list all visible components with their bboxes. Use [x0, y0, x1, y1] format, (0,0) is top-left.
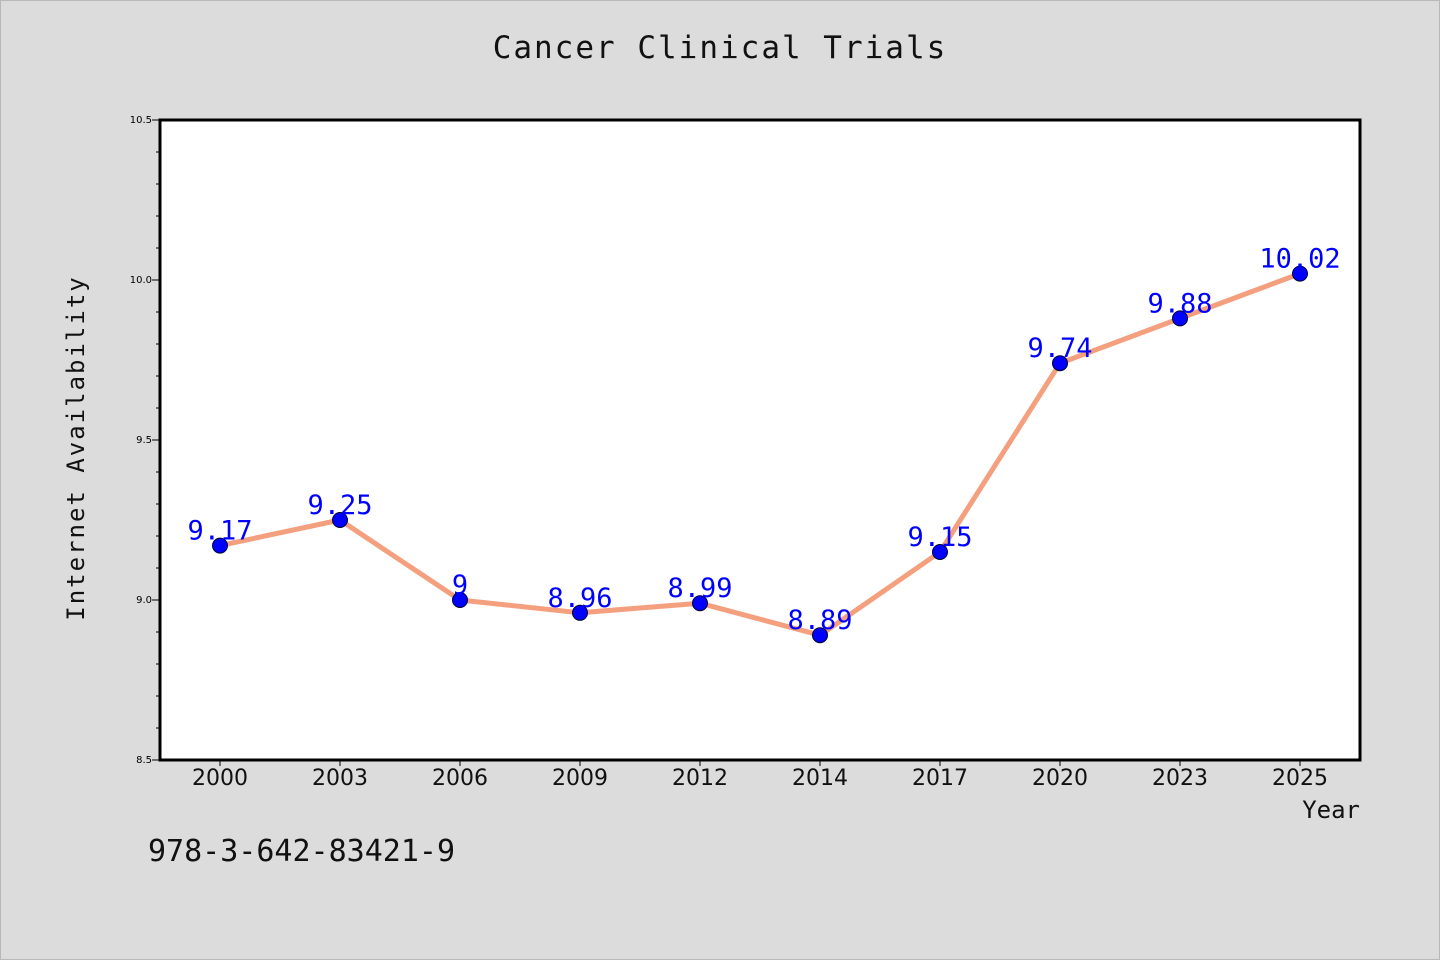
y-tick-label: 10.0 [130, 275, 152, 286]
x-tick-label: 2009 [552, 766, 608, 791]
isbn-text: 978-3-642-83421-9 [148, 834, 456, 869]
data-point [332, 512, 348, 528]
data-label: 9.74 [1027, 333, 1092, 364]
data-label: 9.88 [1147, 288, 1212, 319]
y-tick-label: 10.5 [130, 115, 152, 126]
x-tick-label: 2003 [312, 766, 368, 791]
y-tick-label: 9.5 [136, 435, 152, 446]
data-label: 8.96 [547, 583, 612, 614]
y-tick-label: 9.0 [136, 595, 152, 606]
data-label: 8.89 [787, 605, 852, 636]
data-point [1052, 355, 1068, 372]
x-tick-label: 2025 [1272, 766, 1328, 791]
data-label: 8.99 [667, 573, 732, 604]
data-label: 9.25 [307, 490, 372, 521]
data-label: 9.17 [187, 516, 252, 547]
data-point [932, 544, 948, 560]
data-point [1292, 265, 1308, 282]
data-point [572, 604, 588, 621]
data-label: 10.02 [1259, 244, 1340, 275]
x-axis-label: Year [1302, 796, 1360, 824]
x-tick-label: 2017 [912, 766, 968, 791]
data-point [812, 627, 828, 644]
x-tick-label: 2023 [1152, 766, 1208, 791]
chart-title: Cancer Clinical Trials [492, 30, 948, 66]
x-tick-label: 2020 [1032, 766, 1088, 791]
x-tick-label: 2012 [672, 766, 728, 791]
x-tick-label: 2006 [432, 766, 488, 791]
data-point [692, 595, 708, 612]
x-tick-label: 2014 [792, 766, 848, 791]
plot-area [158, 118, 1362, 762]
series-line [217, 271, 1303, 638]
data-point [1172, 310, 1188, 327]
x-tick-label: 2000 [192, 766, 248, 791]
data-point [212, 537, 228, 554]
data-label: 9.15 [907, 522, 972, 553]
data-label: 9 [452, 570, 468, 601]
data-point [452, 592, 468, 608]
y-tick-label: 8.5 [136, 755, 152, 766]
